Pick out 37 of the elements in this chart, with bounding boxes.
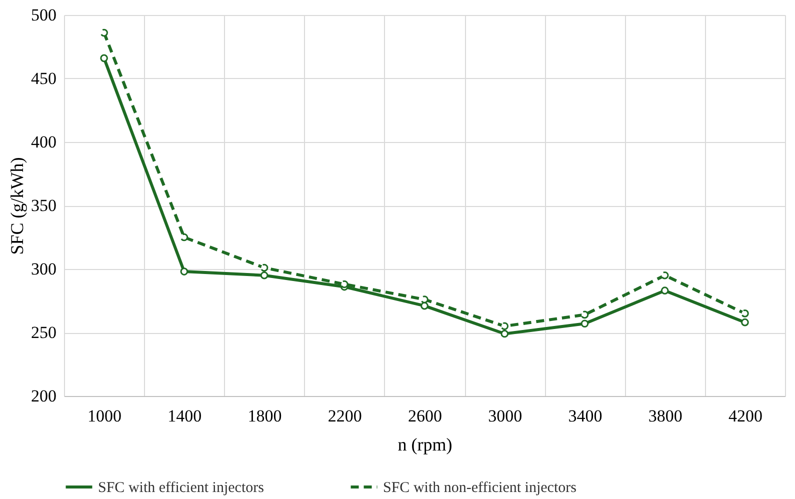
point: [420, 302, 428, 310]
y-tick-label: 400: [31, 132, 56, 152]
legend-label: SFC with efficient injectors: [98, 480, 264, 496]
x-tick-label: 4200: [728, 406, 762, 426]
x-axis-title: n (rpm): [398, 434, 452, 454]
x-tick-label: 2200: [328, 406, 362, 426]
point: [260, 271, 268, 280]
x-tick-label: 3800: [648, 406, 682, 426]
point: [500, 330, 509, 338]
legend-label: SFC with non-efficient injectors: [383, 480, 577, 496]
y-tick-label: 200: [31, 386, 56, 406]
x-tick-label: 3000: [488, 406, 522, 426]
x-tick-label: 2600: [408, 406, 442, 426]
point: [260, 264, 268, 272]
y-tick-label: 250: [31, 323, 56, 342]
y-tick-label: 500: [31, 6, 56, 24]
point: [741, 318, 749, 326]
point: [340, 280, 348, 288]
point: [100, 28, 108, 37]
y-tick-label: 350: [31, 196, 56, 215]
x-tick-label: 1000: [88, 406, 122, 426]
y-tick-label: 450: [31, 69, 56, 88]
x-tick-label: 3400: [568, 406, 602, 426]
x-tick-label: 1800: [248, 406, 282, 426]
x-tick-label: 1400: [168, 406, 202, 426]
point: [741, 310, 749, 318]
point: [180, 268, 188, 276]
point: [660, 271, 669, 280]
point: [580, 310, 589, 319]
y-tick-label: 300: [31, 260, 56, 278]
point: [180, 233, 188, 242]
point: [660, 286, 669, 294]
point: [420, 296, 428, 304]
point: [500, 322, 509, 330]
point: [100, 54, 108, 62]
point: [580, 320, 589, 328]
y-axis-title: SFC (g/kWh): [7, 157, 27, 255]
